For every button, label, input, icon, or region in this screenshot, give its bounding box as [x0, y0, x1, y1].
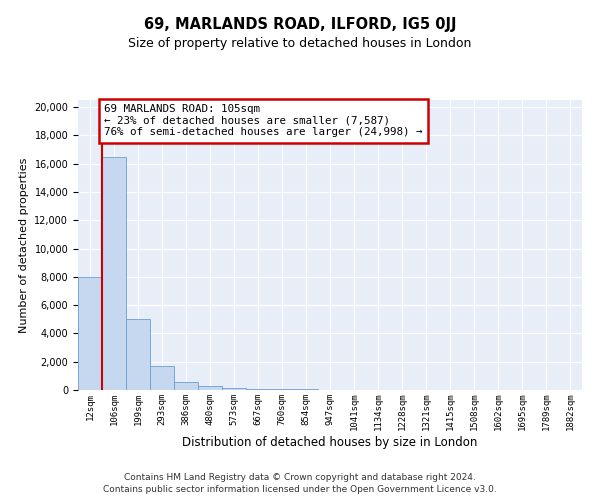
Y-axis label: Number of detached properties: Number of detached properties — [19, 158, 29, 332]
Text: 69, MARLANDS ROAD, ILFORD, IG5 0JJ: 69, MARLANDS ROAD, ILFORD, IG5 0JJ — [144, 18, 456, 32]
Bar — [78, 277, 102, 390]
Bar — [126, 320, 150, 390]
Text: 69 MARLANDS ROAD: 105sqm
← 23% of detached houses are smaller (7,587)
76% of sem: 69 MARLANDS ROAD: 105sqm ← 23% of detach… — [104, 104, 423, 138]
Bar — [198, 386, 222, 390]
Bar — [270, 388, 294, 390]
Bar — [102, 156, 126, 390]
Bar — [246, 388, 270, 390]
Text: Contains HM Land Registry data © Crown copyright and database right 2024.: Contains HM Land Registry data © Crown c… — [124, 472, 476, 482]
Bar — [174, 382, 198, 390]
Bar — [222, 388, 246, 390]
Bar — [150, 366, 174, 390]
Text: Contains public sector information licensed under the Open Government Licence v3: Contains public sector information licen… — [103, 485, 497, 494]
Text: Size of property relative to detached houses in London: Size of property relative to detached ho… — [128, 38, 472, 51]
X-axis label: Distribution of detached houses by size in London: Distribution of detached houses by size … — [182, 436, 478, 449]
